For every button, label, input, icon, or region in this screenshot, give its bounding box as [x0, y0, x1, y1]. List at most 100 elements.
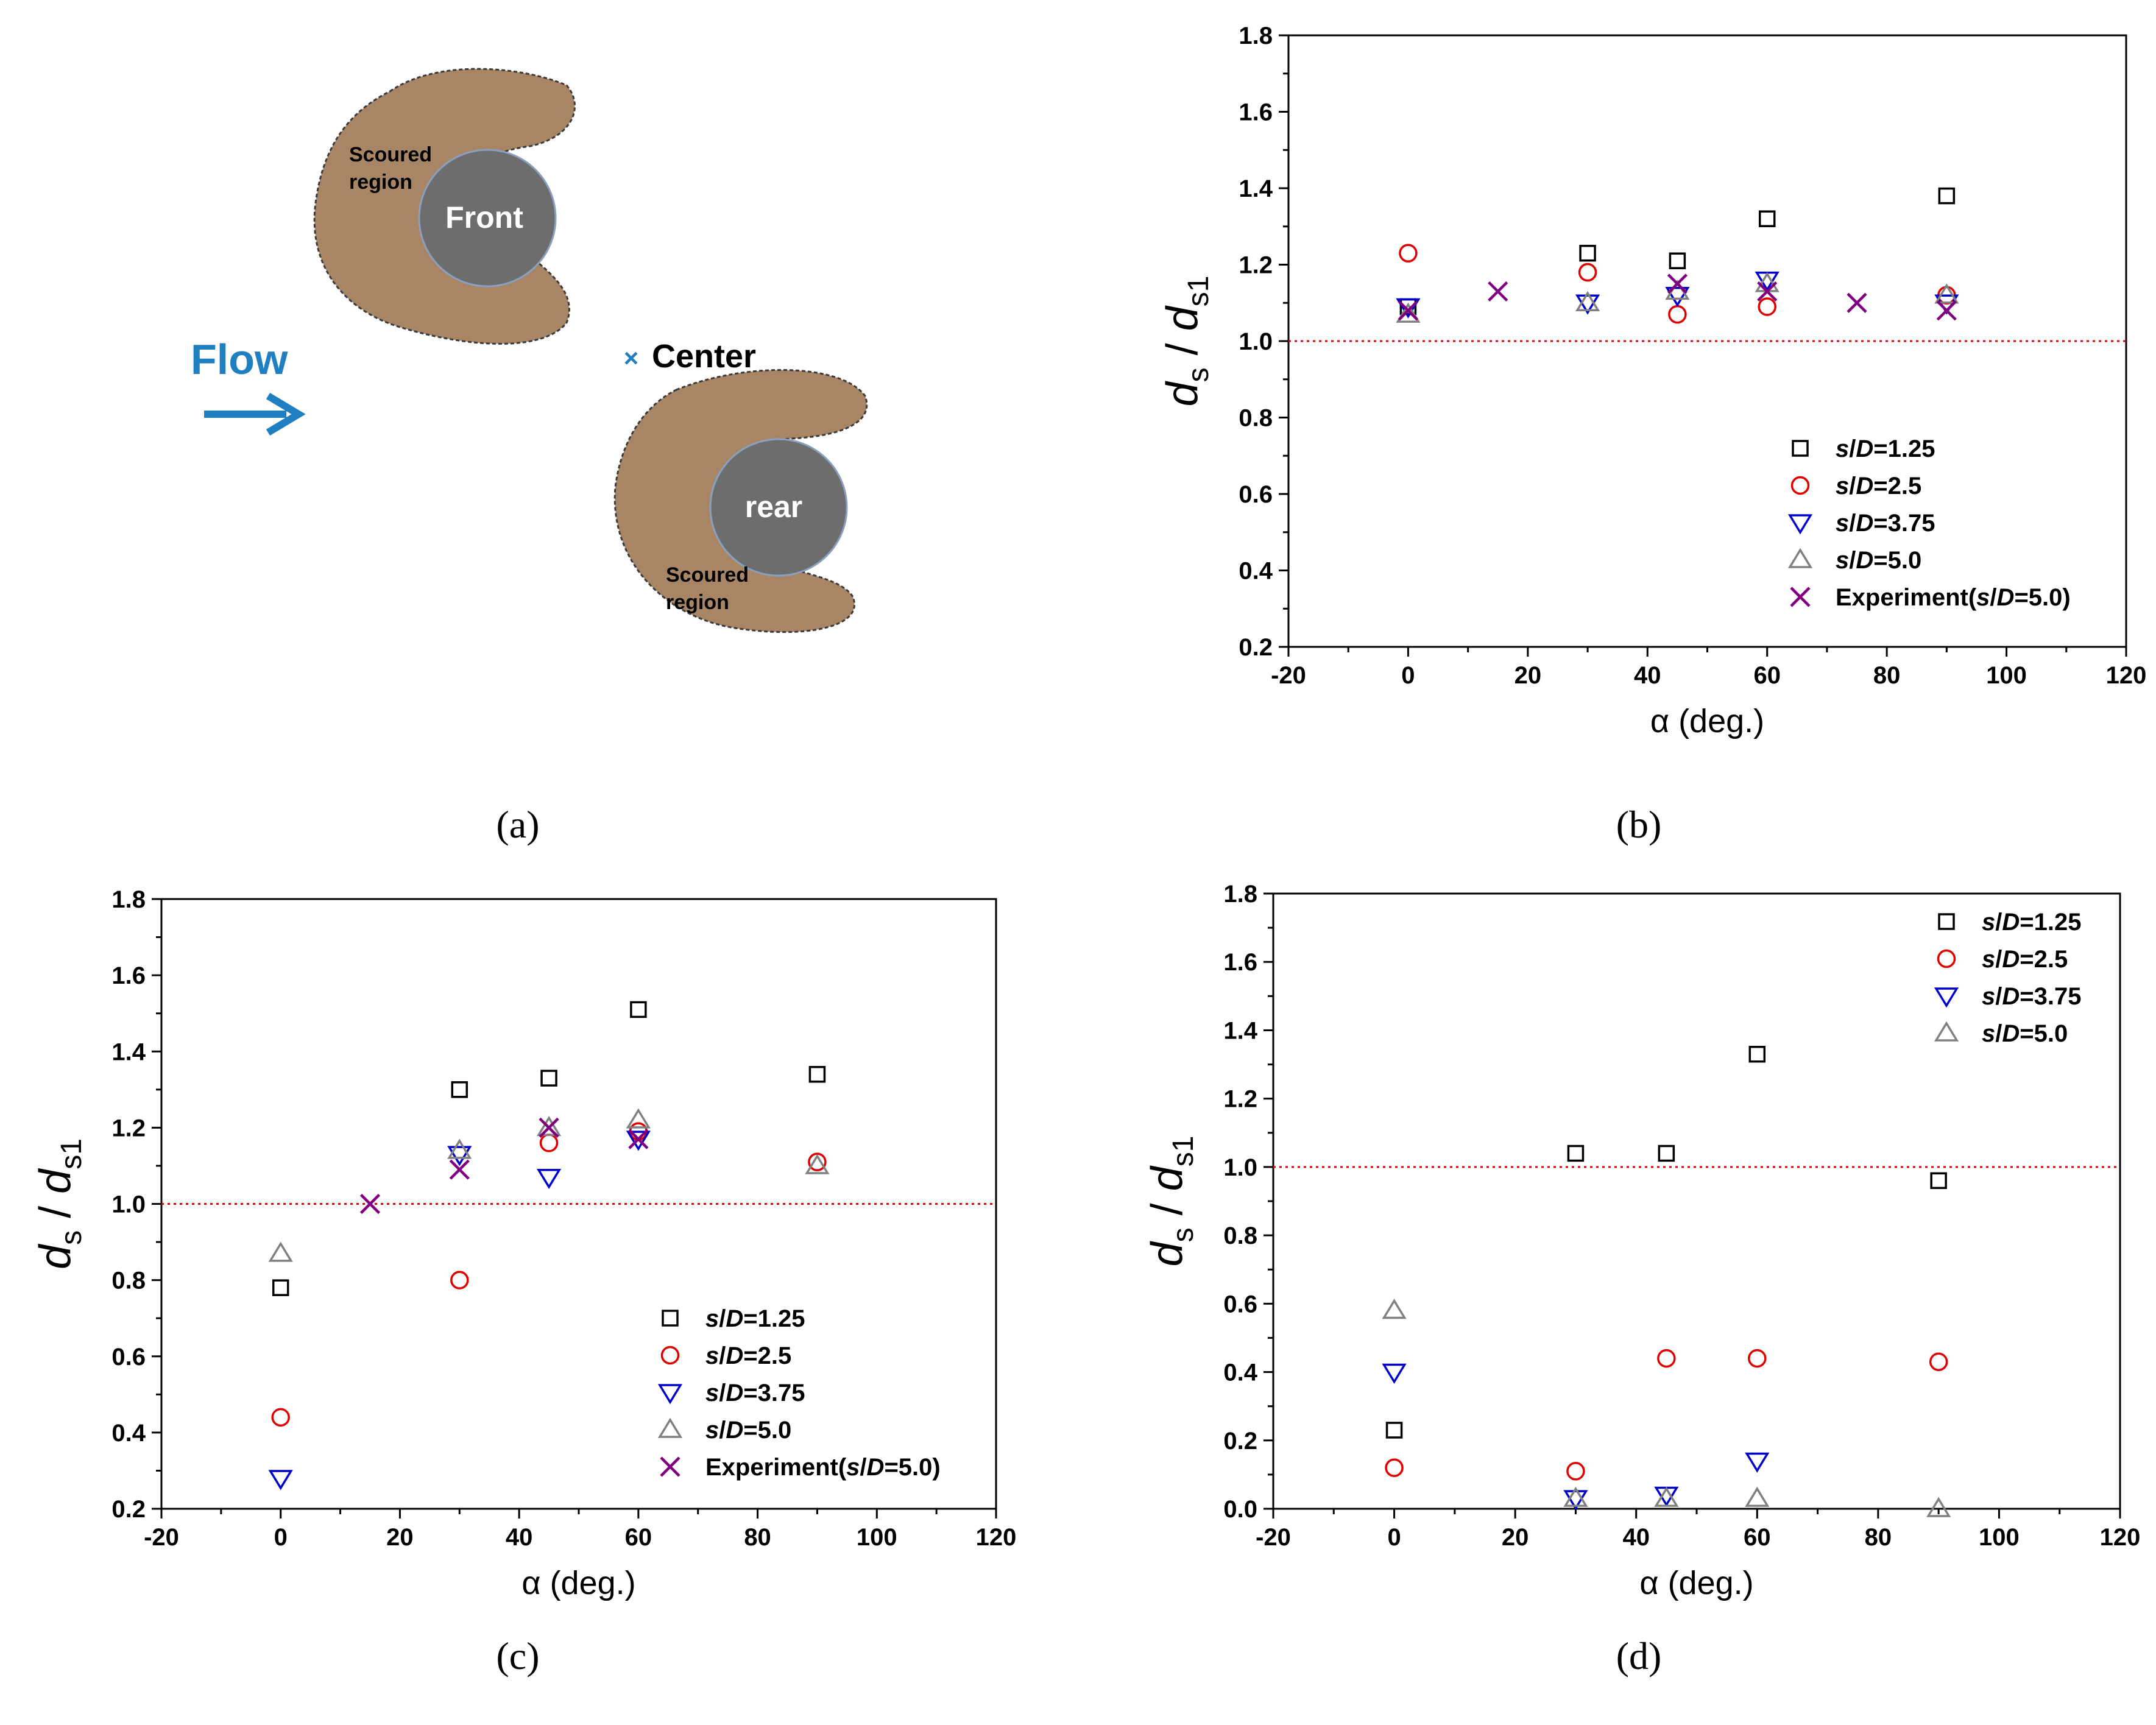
legend-marker-triangle-up: [1787, 548, 1813, 568]
data-point-circle: [1566, 1462, 1585, 1481]
y-tick-label: 1.8: [1223, 881, 1257, 908]
x-tick-label: -20: [144, 1524, 179, 1551]
legend-entry: Experiment(s/D=5.0): [705, 1454, 941, 1481]
y-axis-label-part: d: [1143, 1165, 1192, 1191]
data-point-cross-stroke-2: [1936, 300, 1957, 321]
legend-marker-triangle-up: [1934, 1021, 1959, 1042]
x-tick-label: 60: [1753, 662, 1781, 689]
legend-entry-part: D: [726, 1380, 743, 1406]
legend-entry-part: =5.0: [743, 1417, 791, 1444]
series-cross: [359, 1117, 649, 1215]
data-point-cross-stroke-2: [539, 1117, 559, 1138]
data-point-cross: [1847, 292, 1867, 313]
y-tick-label: 1.2: [1239, 252, 1273, 279]
x-tick-label: 60: [1744, 1524, 1771, 1551]
legend-entry-part: /: [719, 1305, 726, 1332]
data-point-cross: [1667, 273, 1688, 294]
data-point-square: [1669, 252, 1686, 269]
series-square: [272, 1001, 826, 1296]
y-axis-label: ds / ds1: [31, 1138, 88, 1269]
y-axis-label-part: d: [31, 1168, 80, 1194]
x-tick-label: 20: [1502, 1524, 1529, 1551]
legend-entry-part: D: [1856, 436, 1873, 462]
y-tick-label: 1.8: [111, 886, 146, 913]
x-tick-label: 40: [506, 1524, 533, 1551]
legend-entry: s/D=1.25: [1836, 436, 1935, 462]
y-tick-label: 1.6: [1223, 949, 1257, 976]
data-point-cross-stroke-2: [1488, 281, 1508, 302]
data-point-square: [1385, 1422, 1403, 1439]
data-point-triangle-up: [1396, 302, 1421, 323]
legend-entry-part: s: [705, 1417, 719, 1444]
legend-entry-part: =2.5: [1873, 473, 1921, 499]
data-point-triangle-up: [805, 1154, 830, 1174]
legend-entry-part: /: [1849, 510, 1856, 537]
data-point-square: [1658, 1145, 1675, 1162]
legend-marker-square: [1938, 913, 1955, 930]
y-axis-label-part: s1: [55, 1138, 88, 1169]
legend-entry-part: s: [1836, 436, 1849, 462]
legend-entry-part: D: [1856, 510, 1873, 537]
rear-scour-label-line2: region: [666, 591, 729, 614]
data-point-cross: [1757, 281, 1778, 302]
data-point-cross-stroke-2: [359, 1193, 381, 1215]
legend-entry-part: D: [2002, 946, 2020, 973]
y-tick-label: 1.0: [1239, 328, 1273, 355]
data-point-cross: [449, 1159, 470, 1180]
legend-entry-part: s: [1836, 547, 1849, 574]
y-tick-label: 1.2: [1223, 1086, 1257, 1113]
rear-pier: [709, 438, 848, 577]
data-point-cross-stroke-2: [449, 1159, 470, 1180]
y-axis-label: ds / ds1: [1158, 276, 1215, 407]
chart-c: -20 0 20 40 60 80 100 120 0.2 0.4 0.6 0.8 1.0 1.2 1.4 1…: [31, 886, 1016, 1601]
y-axis-label-part: d: [1143, 1241, 1192, 1266]
data-point-triangle-up: [1654, 1486, 1679, 1507]
legend-entry: s/D=5.0: [705, 1417, 791, 1444]
data-point-triangle-down: [1563, 1490, 1588, 1511]
legend-entry-part: =5.0: [1873, 547, 1921, 574]
data-point-circle: [539, 1134, 559, 1152]
data-point-triangle-down: [1745, 1452, 1770, 1473]
legend-entry-part: /: [860, 1454, 866, 1481]
legend-entry-part: s: [705, 1380, 719, 1406]
data-point-square: [1938, 187, 1956, 205]
x-tick-label: -20: [1256, 1524, 1291, 1551]
data-point-triangle-up: [1745, 1486, 1770, 1507]
rear-pier-label: rear: [745, 490, 803, 524]
center-label: Center: [652, 338, 756, 375]
legend-entry-part: /: [1990, 584, 1996, 611]
y-tick-label: 0.8: [1239, 405, 1273, 432]
legend-entry-part: D: [726, 1305, 743, 1332]
y-tick-label: 1.6: [111, 962, 146, 989]
panel-a-diagram: Front Scoured region rear Scoured region…: [191, 68, 868, 633]
legend-entry-part: s: [1982, 909, 1995, 936]
x-tick-label: 20: [386, 1524, 414, 1551]
legend-entry-part: D: [1997, 584, 2015, 611]
legend-marker-triangle-down: [1787, 514, 1813, 535]
legend-marker-cross: [660, 1456, 680, 1477]
legend: s/D=1.25s/D=2.5s/D=3.75s/D=5.0Experiment…: [657, 1305, 941, 1481]
x-tick-label: 100: [1979, 1524, 2020, 1551]
y-axis-label-part: s1: [1182, 276, 1215, 307]
legend-entry-part: s: [846, 1454, 860, 1481]
data-point-triangle-down: [1382, 1363, 1407, 1384]
legend-entry-part: s: [1976, 584, 1990, 611]
legend-entry-part: s: [705, 1342, 719, 1369]
y-tick-label: 0.4: [1223, 1360, 1257, 1386]
legend-entry: s/D=5.0: [1982, 1020, 2068, 1047]
series-triangle-up: [1382, 1299, 1951, 1517]
y-axis-label: ds / ds1: [1143, 1136, 1200, 1267]
legend-marker-circle: [1790, 476, 1810, 495]
data-point-triangle-down: [268, 1470, 293, 1490]
y-axis-label-part: s: [55, 1230, 88, 1245]
data-point-circle: [1385, 1458, 1404, 1477]
data-point-cross-stroke-2: [628, 1129, 649, 1149]
y-tick-label: 1.6: [1239, 99, 1273, 126]
legend-entry-part: s: [1982, 946, 1995, 973]
data-point-triangle-down: [447, 1146, 472, 1166]
legend-entry-part: Experiment(: [1836, 584, 1977, 611]
y-tick-label: 0.8: [1223, 1222, 1257, 1249]
legend-entry-part: =1.25: [2020, 909, 2081, 936]
x-tick-label: 20: [1515, 662, 1542, 689]
